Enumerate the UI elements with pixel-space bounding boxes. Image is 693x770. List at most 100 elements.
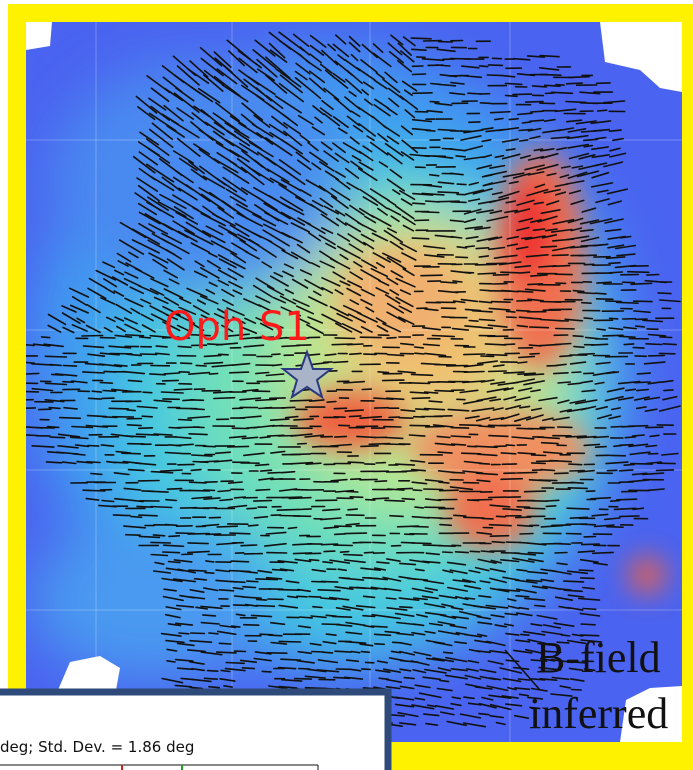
vector bbox=[113, 461, 129, 464]
vector bbox=[150, 175, 175, 192]
vector bbox=[57, 444, 79, 449]
vector bbox=[165, 498, 178, 502]
vector bbox=[401, 497, 416, 501]
vector bbox=[523, 380, 546, 386]
vector bbox=[219, 498, 233, 502]
vector bbox=[396, 621, 417, 626]
vector bbox=[657, 292, 672, 295]
vector bbox=[314, 116, 323, 124]
vector bbox=[489, 577, 507, 584]
vector bbox=[332, 116, 349, 129]
vector bbox=[246, 507, 258, 510]
vector bbox=[632, 346, 645, 349]
vector bbox=[31, 387, 54, 392]
vector bbox=[86, 303, 101, 314]
vector bbox=[321, 508, 341, 512]
vector bbox=[551, 254, 569, 257]
vector bbox=[150, 87, 170, 102]
vector bbox=[339, 550, 350, 554]
vector bbox=[312, 605, 323, 609]
vector bbox=[212, 213, 236, 227]
vector bbox=[401, 139, 419, 154]
vector bbox=[136, 177, 159, 192]
vector bbox=[607, 200, 623, 206]
vector bbox=[618, 335, 636, 339]
vector bbox=[311, 568, 327, 573]
vector bbox=[355, 586, 378, 590]
vector bbox=[345, 659, 360, 663]
vector bbox=[178, 306, 197, 316]
vector bbox=[468, 319, 479, 323]
vector bbox=[265, 531, 287, 535]
vector bbox=[153, 399, 172, 403]
vector bbox=[226, 307, 245, 317]
vector bbox=[568, 152, 590, 160]
vector bbox=[173, 206, 194, 220]
vector bbox=[421, 57, 445, 62]
vector bbox=[274, 323, 284, 329]
vector bbox=[187, 550, 210, 554]
inset-box bbox=[0, 688, 392, 770]
vector bbox=[449, 569, 468, 575]
vector bbox=[253, 114, 271, 128]
vector bbox=[555, 363, 567, 367]
vector bbox=[596, 414, 613, 420]
vector bbox=[438, 489, 459, 492]
vector bbox=[200, 605, 223, 610]
vector bbox=[211, 364, 234, 368]
vector bbox=[384, 142, 404, 157]
vector bbox=[267, 239, 286, 252]
vector bbox=[390, 270, 404, 279]
vector bbox=[553, 622, 575, 628]
vector bbox=[659, 299, 681, 303]
vector bbox=[518, 541, 529, 544]
vector bbox=[546, 172, 557, 177]
vector bbox=[360, 567, 382, 572]
vector bbox=[304, 675, 327, 679]
vector bbox=[485, 604, 509, 609]
vector bbox=[275, 68, 302, 88]
vector bbox=[538, 666, 562, 671]
vector bbox=[271, 115, 288, 129]
vector bbox=[242, 585, 257, 589]
vector bbox=[506, 235, 520, 240]
vector bbox=[566, 570, 589, 575]
vector bbox=[609, 499, 621, 503]
vector bbox=[481, 517, 494, 520]
vector bbox=[385, 678, 403, 684]
vector bbox=[241, 596, 263, 600]
vector bbox=[488, 523, 512, 527]
vector bbox=[124, 297, 144, 308]
vector bbox=[527, 127, 542, 132]
vector bbox=[176, 65, 200, 86]
vector bbox=[190, 632, 206, 635]
vector bbox=[414, 568, 425, 572]
vector bbox=[450, 235, 463, 239]
vector bbox=[191, 496, 213, 500]
vector bbox=[623, 463, 636, 467]
vector bbox=[359, 415, 383, 420]
vector bbox=[259, 435, 271, 439]
vector bbox=[556, 562, 568, 566]
vector bbox=[26, 343, 35, 347]
vector bbox=[189, 588, 205, 594]
vector bbox=[424, 308, 439, 312]
vector bbox=[455, 256, 469, 259]
vector bbox=[386, 336, 397, 340]
vector bbox=[139, 131, 160, 146]
vector bbox=[248, 141, 274, 158]
vector bbox=[444, 674, 468, 680]
vector bbox=[99, 381, 114, 385]
vector bbox=[257, 569, 273, 574]
vector bbox=[567, 171, 588, 179]
vector bbox=[451, 471, 466, 474]
vector bbox=[514, 396, 531, 402]
vector bbox=[452, 300, 466, 304]
vector bbox=[344, 96, 361, 110]
vector bbox=[138, 426, 154, 430]
vector bbox=[317, 659, 339, 664]
vector bbox=[229, 115, 247, 128]
vector bbox=[492, 407, 504, 411]
vector bbox=[545, 504, 557, 508]
vector bbox=[518, 128, 533, 132]
